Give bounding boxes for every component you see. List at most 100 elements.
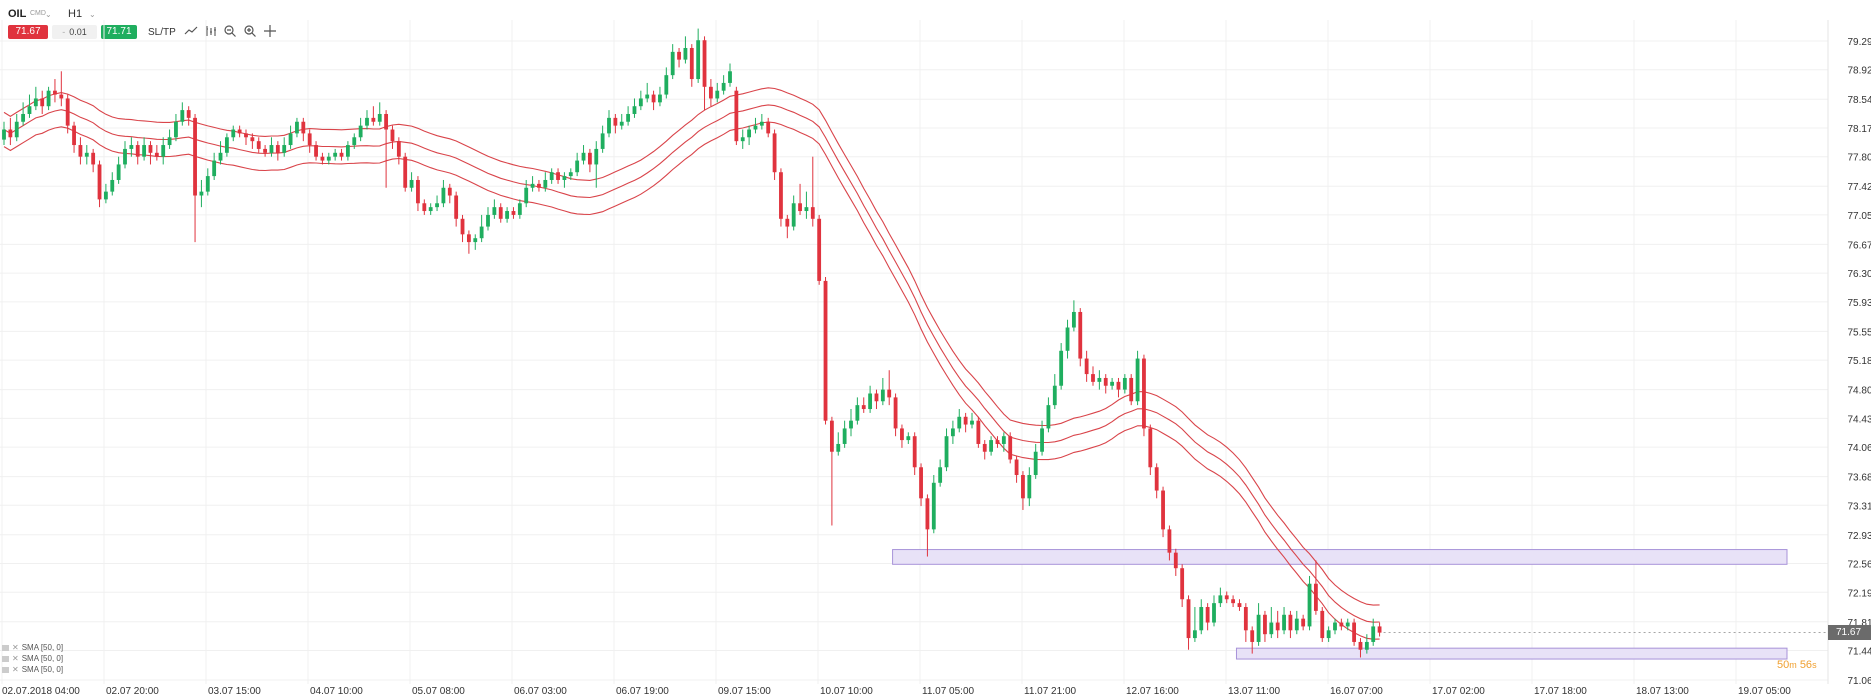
- candle-body: [129, 145, 134, 149]
- candle: [447, 183, 452, 204]
- candle-body: [1161, 490, 1165, 530]
- candle-body: [759, 121, 764, 126]
- candle: [829, 416, 834, 526]
- candle: [1110, 377, 1115, 390]
- candle-body: [116, 164, 121, 180]
- candle-body: [1052, 385, 1057, 406]
- candle: [613, 113, 618, 134]
- settings-icon[interactable]: [2, 644, 9, 651]
- legend-item[interactable]: ✕ SMA [50, 0]: [2, 653, 63, 664]
- symbol-label[interactable]: OIL: [8, 8, 27, 20]
- candle-body: [543, 179, 548, 188]
- settings-icon[interactable]: [2, 666, 9, 673]
- candle: [333, 148, 338, 161]
- candle-body: [919, 467, 923, 499]
- candle: [498, 203, 503, 223]
- close-icon[interactable]: ✕: [12, 654, 19, 663]
- candle-body: [505, 211, 510, 219]
- candle: [40, 90, 45, 114]
- candle: [1282, 607, 1286, 635]
- candle: [1237, 599, 1242, 611]
- candle: [14, 113, 19, 142]
- candle-body: [1263, 614, 1267, 635]
- lot-decrease-icon[interactable]: -: [62, 27, 66, 37]
- candle: [919, 463, 923, 507]
- candle: [1358, 638, 1363, 658]
- candle: [377, 102, 382, 126]
- candle-body: [626, 113, 631, 122]
- candle: [91, 148, 96, 173]
- candle-body: [295, 121, 299, 134]
- candle-body: [416, 179, 420, 204]
- lot-size-input[interactable]: -0.01: [52, 25, 97, 39]
- candle-body: [65, 98, 70, 126]
- candle-body: [307, 133, 312, 146]
- candle-body: [1275, 622, 1280, 631]
- candle: [161, 137, 166, 165]
- candle: [454, 191, 459, 227]
- zoom-out-icon[interactable]: [223, 24, 237, 38]
- candle-body: [1059, 350, 1064, 386]
- candle: [721, 75, 726, 95]
- candle-body: [142, 145, 147, 157]
- close-icon[interactable]: ✕: [12, 665, 19, 674]
- candle-body: [568, 172, 573, 177]
- candle: [600, 125, 605, 153]
- close-icon[interactable]: ✕: [12, 643, 19, 652]
- candle: [1205, 603, 1210, 631]
- candle: [607, 110, 611, 138]
- legend-item[interactable]: ✕ SMA [50, 0]: [2, 642, 63, 653]
- x-tick-label: 17.07 18:00: [1534, 686, 1587, 697]
- price-zone: [1235, 647, 1788, 660]
- candle: [435, 195, 439, 212]
- indicators-icon[interactable]: [204, 24, 218, 38]
- candle-body: [632, 106, 637, 114]
- candle-body: [1065, 327, 1070, 351]
- candle-body: [766, 121, 771, 134]
- candle-body: [1269, 622, 1274, 635]
- sell-button[interactable]: 71.67: [8, 25, 48, 39]
- candle: [543, 172, 548, 192]
- candle: [753, 117, 758, 134]
- candle: [1250, 626, 1255, 654]
- candle: [123, 141, 127, 169]
- candle-body: [798, 203, 802, 212]
- symbol-chevron-down-icon[interactable]: ⌄: [45, 10, 52, 19]
- x-tick-label: 16.07 07:00: [1330, 686, 1383, 697]
- candle: [575, 152, 580, 177]
- timeframe-chevron-down-icon[interactable]: ⌄: [89, 10, 96, 19]
- candle-body: [683, 47, 688, 60]
- x-tick-label: 11.07 05:00: [922, 686, 975, 697]
- settings-icon[interactable]: [2, 655, 9, 662]
- candle-body: [123, 148, 127, 165]
- sltp-button[interactable]: SL/TP: [148, 27, 176, 38]
- candle: [1078, 308, 1083, 367]
- candle: [1180, 564, 1185, 608]
- instrument-type-label: CMD: [30, 10, 46, 17]
- line-chart-icon[interactable]: [184, 24, 198, 38]
- candle-body: [53, 90, 57, 95]
- buy-button[interactable]: 71.71: [101, 25, 137, 39]
- sma-line-middle: [3, 104, 1380, 623]
- timeframe-selector[interactable]: H1: [68, 8, 83, 20]
- x-tick-label: 11.07 21:00: [1024, 686, 1077, 697]
- candle: [1345, 618, 1350, 631]
- candle: [1116, 377, 1121, 398]
- candle-body: [1199, 607, 1204, 631]
- candle: [798, 183, 802, 215]
- candle: [1129, 374, 1134, 406]
- candle: [1192, 607, 1197, 642]
- candle-body: [1333, 622, 1337, 631]
- candle-body: [900, 428, 904, 441]
- x-tick-label: 02.07 20:00: [106, 686, 159, 697]
- candle-body: [1320, 610, 1325, 639]
- candle-body: [333, 152, 338, 157]
- candle-body: [880, 389, 885, 402]
- candle: [1263, 610, 1267, 642]
- legend-item[interactable]: ✕ SMA [50, 0]: [2, 664, 63, 675]
- zoom-in-icon[interactable]: [243, 24, 257, 38]
- candle: [282, 137, 287, 157]
- crosshair-icon[interactable]: [263, 24, 277, 38]
- candle-body: [14, 121, 19, 138]
